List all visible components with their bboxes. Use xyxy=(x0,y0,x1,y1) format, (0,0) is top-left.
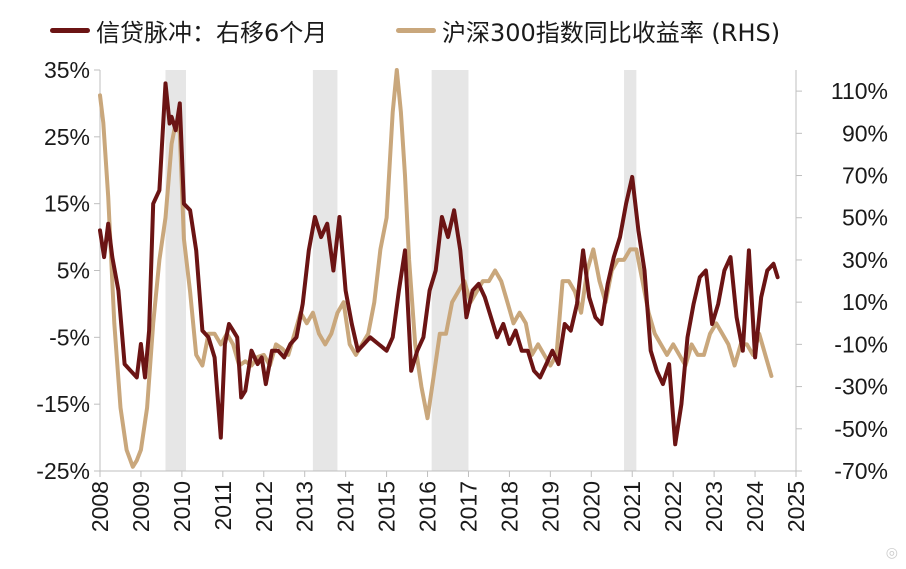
legend-label-csi300: 沪深300指数同比收益率 (RHS) xyxy=(442,18,781,47)
right-tick-label: -70% xyxy=(834,458,888,484)
x-tick-label: 2012 xyxy=(251,481,277,532)
x-tick-label: 2013 xyxy=(292,481,318,532)
legend-label-credit: 信贷脉冲：右移6个月 xyxy=(96,18,328,47)
right-tick-label: -50% xyxy=(834,416,888,442)
series-line-csi300 xyxy=(98,68,774,469)
left-tick-label: -15% xyxy=(36,391,90,417)
x-tick-label: 2011 xyxy=(210,481,236,530)
x-tick-label: 2015 xyxy=(374,481,400,532)
right-tick-label: 10% xyxy=(842,289,888,315)
x-tick-label: 2025 xyxy=(783,481,809,532)
x-tick-label: 2016 xyxy=(415,481,441,532)
x-tick-label: 2024 xyxy=(742,481,768,532)
left-tick-label: 5% xyxy=(57,258,90,284)
x-tick-label: 2014 xyxy=(333,481,359,532)
x-tick-label: 2018 xyxy=(496,481,522,532)
left-tick-label: 25% xyxy=(44,124,90,150)
axes xyxy=(94,69,802,477)
left-tick-label: 15% xyxy=(44,191,90,217)
x-tick-label: 2022 xyxy=(660,481,686,532)
x-tick-label: 2017 xyxy=(455,481,481,532)
left-tick-label: -5% xyxy=(49,324,90,350)
series-line-credit-impulse xyxy=(98,81,780,447)
x-tick-label: 2021 xyxy=(619,481,645,532)
x-tick-label: 2009 xyxy=(128,481,154,532)
watermark-logo: ◎ xyxy=(885,545,898,561)
x-tick-label: 2010 xyxy=(169,481,195,532)
legend-swatch-csi300 xyxy=(396,27,436,33)
x-tick-label: 2019 xyxy=(537,481,563,532)
tick-labels: 35% 25% 15% 5% -5% -15% -25% 110% 90% 70% 50% 30% 10… xyxy=(36,57,888,532)
right-tick-label: 70% xyxy=(842,163,888,189)
legend-item-credit: 信贷脉冲：右移6个月 xyxy=(50,10,327,50)
legend: 信贷脉冲：右移6个月 沪深300指数同比收益率 (RHS) xyxy=(0,10,906,50)
left-tick-label: -25% xyxy=(36,458,90,484)
right-tick-label: -30% xyxy=(834,374,888,400)
x-tick-label: 2008 xyxy=(87,481,113,532)
x-tick-label: 2023 xyxy=(701,481,727,532)
shaded-period-3 xyxy=(624,70,637,471)
right-tick-label: -10% xyxy=(834,331,888,357)
right-tick-label: 30% xyxy=(842,247,888,273)
right-tick-label: 90% xyxy=(842,120,888,146)
legend-swatch-credit xyxy=(50,27,90,33)
legend-item-csi300: 沪深300指数同比收益率 (RHS) xyxy=(396,10,780,50)
right-tick-label: 50% xyxy=(842,205,888,231)
series-lines xyxy=(98,68,780,469)
x-tick-label: 2020 xyxy=(578,481,604,532)
right-tick-label: 110% xyxy=(831,78,888,104)
left-tick-label: 35% xyxy=(44,57,90,83)
